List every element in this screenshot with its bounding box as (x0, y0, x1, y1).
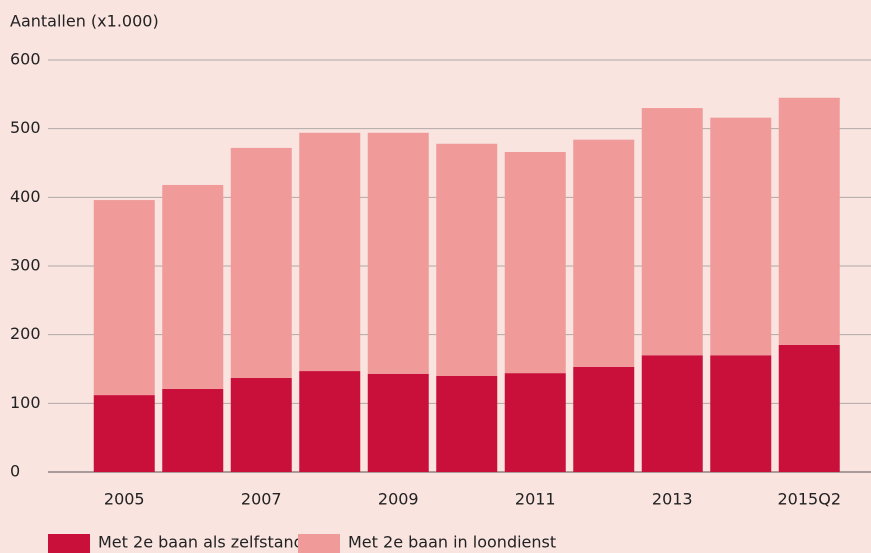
bar-segment (504, 152, 566, 374)
legend-label: Met 2e baan in loondienst (348, 533, 556, 552)
legend-swatch (48, 534, 90, 553)
bar-segment (573, 366, 635, 472)
x-tick-label: 2013 (652, 490, 693, 509)
y-tick-label: 0 (10, 462, 20, 481)
y-tick-label: 200 (10, 324, 41, 343)
y-tick-label: 500 (10, 118, 41, 137)
y-tick-label: 300 (10, 256, 41, 275)
x-tick-label: 2015Q2 (778, 490, 842, 509)
bar-segment (367, 373, 429, 472)
y-tick-label: 400 (10, 187, 41, 206)
bar-segment (436, 143, 498, 376)
bar-segment (778, 97, 840, 345)
x-tick-label: 2009 (378, 490, 419, 509)
bar-segment (778, 344, 840, 472)
bar-segment (299, 132, 361, 372)
bar-segment (710, 117, 772, 356)
bar-segment (230, 147, 292, 378)
bar-segment (93, 200, 155, 396)
x-tick-label: 2011 (515, 490, 556, 509)
bar-segment (641, 108, 703, 356)
bar-segment (367, 132, 429, 374)
y-axis-label: Aantallen (x1.000) (10, 12, 159, 31)
bar-segment (573, 139, 635, 367)
x-tick-label: 2005 (104, 490, 145, 509)
y-tick-label: 100 (10, 393, 41, 412)
bar-segment (641, 355, 703, 472)
legend-swatch (298, 534, 340, 553)
x-tick-label: 2007 (241, 490, 282, 509)
bar-segment (436, 375, 498, 472)
legend-label: Met 2e baan als zelfstandige (98, 533, 328, 552)
bar-segment (710, 355, 772, 472)
y-tick-label: 600 (10, 50, 41, 69)
bar-segment (93, 395, 155, 472)
bar-segment (504, 373, 566, 472)
bar-segment (162, 388, 224, 472)
bar-segment (299, 371, 361, 472)
bar-segment (162, 184, 224, 389)
bar-segment (230, 377, 292, 472)
